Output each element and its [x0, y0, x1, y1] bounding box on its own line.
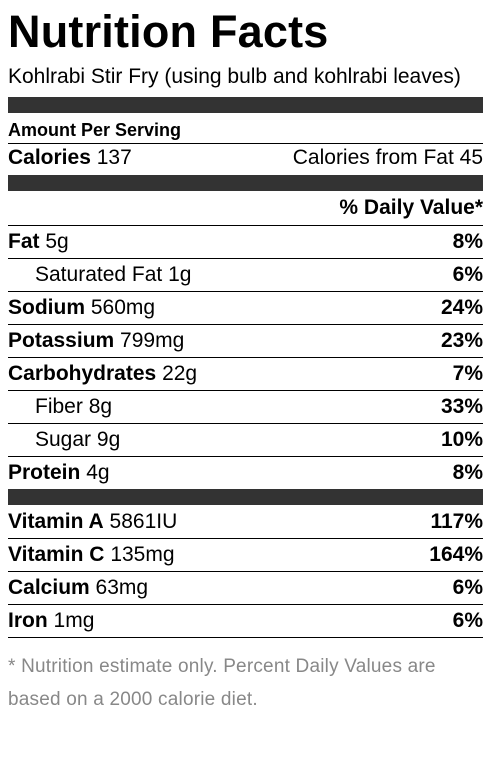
nutrient-row-potassium: Potassium 799mg 23%	[8, 324, 483, 357]
calories-row: Calories 137 Calories from Fat 45	[8, 143, 483, 171]
thick-divider	[8, 175, 483, 191]
thick-divider	[8, 489, 483, 505]
nutrient-dv: 24%	[440, 296, 483, 319]
vitamin-name: Calcium	[8, 576, 90, 599]
nutrient-name: Saturated Fat	[35, 263, 163, 286]
vitamin-name: Iron	[8, 609, 48, 632]
vitamin-dv: 6%	[452, 576, 483, 599]
nutrient-name: Sugar	[35, 428, 92, 451]
nutrient-amount: 799mg	[120, 329, 185, 352]
vitamin-list: Vitamin A 5861IU 117% Vitamin C 135mg 16…	[8, 505, 483, 637]
nutrient-name: Fat	[8, 230, 40, 253]
nutrient-list: Fat 5g 8% Saturated Fat 1g 6% Sodium 560…	[8, 225, 483, 489]
footnote: * Nutrition estimate only. Percent Daily…	[8, 656, 436, 710]
nutrient-dv: 10%	[440, 428, 483, 451]
calories-from-fat: Calories from Fat 45	[293, 146, 483, 170]
label-title: Nutrition Facts	[8, 6, 329, 57]
nutrient-dv: 23%	[440, 329, 483, 352]
bottom-divider	[8, 637, 483, 638]
vitamin-amount: 63mg	[95, 576, 149, 599]
nutrient-amount: 5g	[45, 230, 69, 253]
vitamin-amount: 1mg	[53, 609, 95, 632]
nutrient-dv: 7%	[452, 362, 483, 385]
vitamin-row-vitamin-c: Vitamin C 135mg 164%	[8, 538, 483, 571]
nutrient-name: Fiber	[35, 395, 83, 418]
nutrient-row-fat: Fat 5g 8%	[8, 225, 483, 258]
nutrition-label: Nutrition Facts Kohlrabi Stir Fry (using…	[8, 0, 483, 716]
calories-from-fat-label: Calories from Fat	[292, 145, 454, 169]
nutrient-amount: 9g	[96, 428, 121, 451]
calories-value: 137	[96, 145, 132, 169]
nutrient-name: Carbohydrates	[8, 362, 157, 385]
nutrient-dv: 8%	[452, 230, 483, 253]
nutrient-row-fiber: Fiber 8g 33%	[8, 390, 483, 423]
nutrient-name: Potassium	[8, 329, 115, 352]
nutrient-dv: 33%	[440, 395, 483, 418]
nutrient-amount: 4g	[86, 461, 110, 484]
nutrient-row-protein: Protein 4g 8%	[8, 456, 483, 489]
nutrient-row-sugar: Sugar 9g 10%	[8, 423, 483, 456]
vitamin-row-vitamin-a: Vitamin A 5861IU 117%	[8, 505, 483, 538]
amount-per-serving: Amount Per Serving	[8, 120, 182, 140]
calories-amount: Calories 137	[8, 146, 132, 170]
vitamin-amount: 135mg	[110, 543, 175, 566]
daily-value-header: % Daily Value*	[339, 196, 483, 219]
nutrient-row-sodium: Sodium 560mg 24%	[8, 291, 483, 324]
vitamin-amount: 5861IU	[109, 509, 178, 533]
vitamin-row-iron: Iron 1mg 6%	[8, 604, 483, 637]
vitamin-name: Vitamin A	[8, 509, 104, 533]
nutrient-amount: 8g	[88, 395, 113, 418]
vitamin-row-calcium: Calcium 63mg 6%	[8, 571, 483, 604]
vitamin-dv: 117%	[430, 509, 483, 533]
vitamin-dv: 6%	[452, 609, 483, 632]
recipe-name: Kohlrabi Stir Fry (using bulb and kohlra…	[8, 65, 461, 88]
nutrient-row-saturated-fat: Saturated Fat 1g 6%	[8, 258, 483, 291]
thick-divider	[8, 97, 483, 113]
vitamin-name: Vitamin C	[8, 543, 105, 566]
calories-from-fat-value: 45	[459, 145, 483, 169]
nutrient-amount: 22g	[162, 362, 198, 385]
nutrient-name: Protein	[8, 461, 81, 484]
calories-label: Calories	[8, 145, 91, 169]
nutrient-dv: 8%	[452, 461, 483, 484]
nutrient-name: Sodium	[8, 296, 85, 319]
nutrient-amount: 560mg	[90, 296, 156, 319]
nutrient-row-carbohydrates: Carbohydrates 22g 7%	[8, 357, 483, 390]
nutrient-dv: 6%	[452, 263, 483, 286]
nutrient-amount: 1g	[168, 263, 192, 286]
vitamin-dv: 164%	[429, 543, 483, 566]
